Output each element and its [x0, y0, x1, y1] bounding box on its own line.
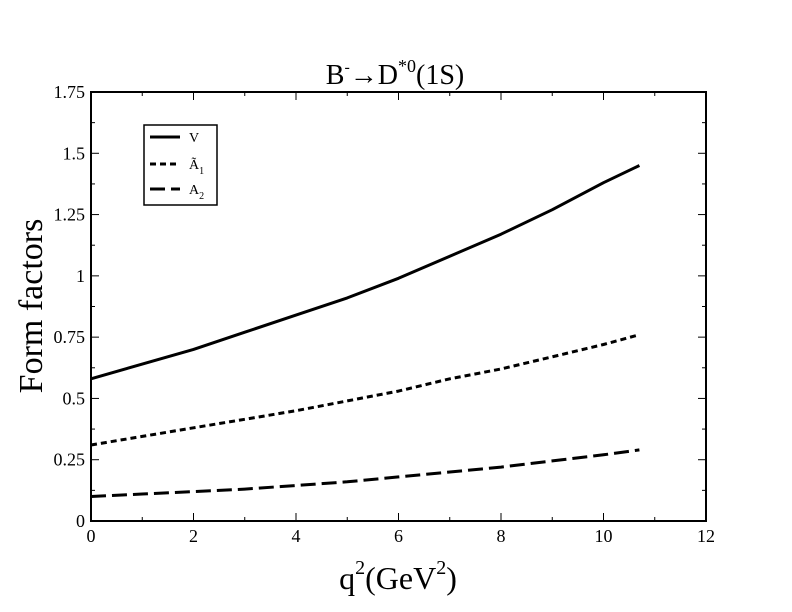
xlabel-unit-close: ) [446, 560, 457, 596]
xlabel-main-sup: 2 [355, 557, 365, 579]
xlabel-unit-sup: 2 [436, 557, 446, 579]
x-axis-label: q2(GeV2) [339, 557, 457, 596]
y-tick-label: 1 [76, 266, 85, 286]
y-tick-label: 0.75 [54, 327, 86, 347]
title-tail: (1S) [416, 60, 464, 91]
title-target-sup: *0 [398, 56, 416, 76]
y-tick-label: 0.25 [54, 450, 86, 470]
legend-label-v: V [189, 131, 199, 146]
x-axis-ticks: 0 2 4 6 8 10 12 [87, 92, 715, 546]
series-group [90, 164, 641, 498]
legend: V Ã1 A2 [143, 124, 218, 206]
x-tick-label: 6 [394, 526, 403, 546]
y-tick-label: 1.75 [54, 82, 86, 102]
xlabel-unit-open: (GeV [365, 560, 436, 596]
xlabel-main: q [339, 560, 355, 596]
legend-label-a1-main: Ã [189, 157, 200, 173]
x-tick-label: 8 [497, 526, 506, 546]
y-tick-label: 1.5 [63, 143, 86, 163]
x-tick-label: 0 [87, 526, 96, 546]
title-arrow: → [350, 60, 378, 91]
series-line-v [90, 164, 641, 381]
x-tick-label: 12 [697, 526, 715, 546]
legend-label-a2-main: A [189, 183, 200, 198]
legend-label-a2-sub: 2 [199, 191, 204, 202]
legend-label-a1: Ã1 [189, 157, 204, 177]
chart-title: B-→D*0(1S) [326, 56, 464, 91]
x-tick-label: 2 [189, 526, 198, 546]
x-tick-label: 4 [292, 526, 301, 546]
x-tick-label: 10 [595, 526, 613, 546]
title-base: B [326, 60, 345, 91]
series-line-a2 [90, 448, 640, 498]
y-axis-label: Form factors [13, 219, 50, 394]
y-tick-label: 0 [76, 511, 85, 531]
series-line-a1 [90, 333, 640, 447]
title-base-sup: - [344, 59, 349, 76]
legend-label-a2: A2 [189, 183, 204, 202]
legend-label-a1-sub: 1 [199, 166, 204, 177]
y-axis-ticks: 0 0.25 0.5 0.75 1 1.25 1.5 1.75 [54, 82, 706, 531]
title-target: D [378, 60, 398, 91]
y-tick-label: 0.5 [63, 388, 86, 408]
y-tick-label: 1.25 [54, 205, 86, 225]
